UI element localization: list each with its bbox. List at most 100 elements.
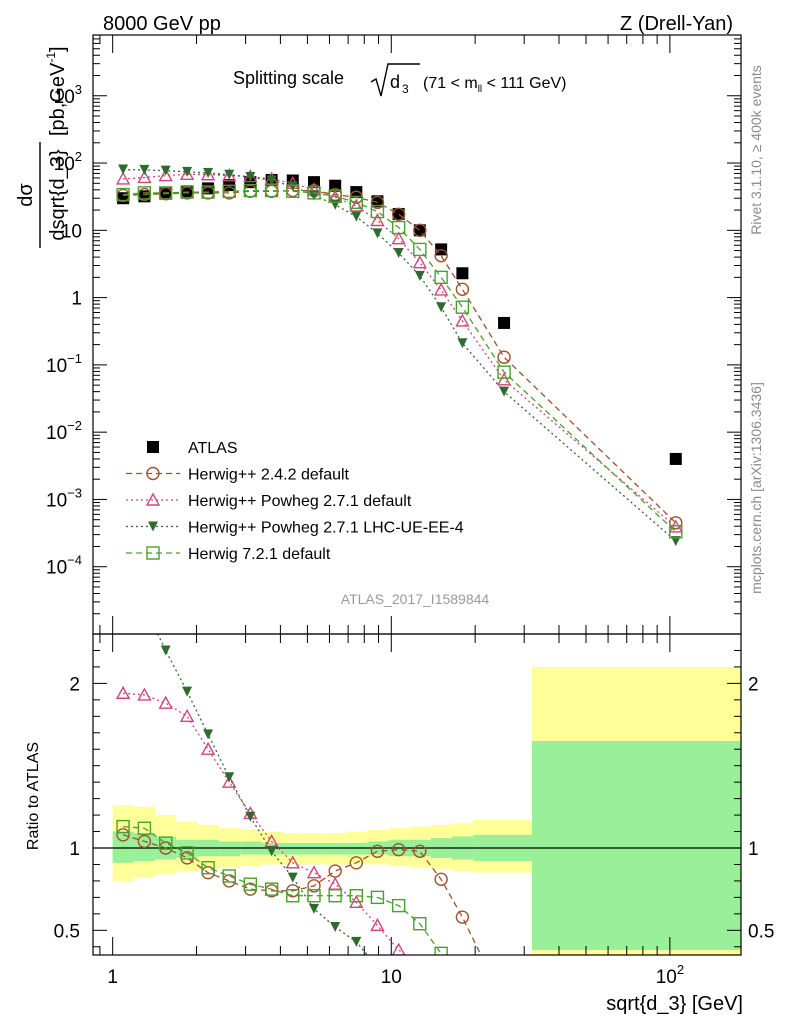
series-herwig-powheg-2-7-1-lhc-ue-ee-4-point — [287, 181, 298, 192]
series-herwig-7-2-1-default-point — [222, 184, 236, 199]
series-herwig-powheg-2-7-1-default-point — [370, 213, 385, 227]
ratio-herwig-7-2-1-default-point — [307, 889, 321, 903]
series-herwig-7-2-1-default-point — [286, 184, 300, 199]
series-herwig-powheg-2-7-1-default-point — [222, 168, 237, 182]
series-herwig-powheg-2-7-1-default-point — [412, 255, 427, 269]
ratio-herwig-powheg-2-7-1-default-point — [158, 695, 173, 709]
ratio-herwig-7-2-1-default-point — [349, 889, 364, 903]
main-ylabel: dσ dsqrt{d_3} [pb,GeV-1] — [15, 46, 69, 248]
stat-uncertainty-band — [324, 843, 347, 855]
ratio-herwig-powheg-2-7-1-lhc-ue-ee-4-point — [266, 846, 277, 857]
ratio-y-tick-label-right: 1 — [748, 839, 759, 860]
ratio-herwig-7-2-1-default-point — [180, 846, 194, 860]
ratio-data-layer — [93, 634, 741, 955]
ratio-herwig-7-2-1-default-point — [137, 821, 152, 835]
ratio-herwig-powheg-2-7-1-default-point — [327, 876, 343, 890]
stat-uncertainty-band — [282, 843, 304, 855]
ratio-herwig-7-2-1-default-point — [243, 877, 258, 891]
ratio-herwig-2-4-2-default-point — [370, 844, 385, 858]
series-herwig-powheg-2-7-1-lhc-ue-ee-4-point — [245, 172, 256, 183]
ratio-y-tick-label-left: 1 — [69, 839, 80, 860]
series-herwig-powheg-2-7-1-lhc-ue-ee-4-point — [372, 228, 383, 239]
ratio-herwig-powheg-2-7-1-default-point — [370, 917, 385, 932]
x-tick-label: 1 — [107, 967, 118, 988]
main-y-tick-label: 10−2 — [46, 418, 82, 444]
mcplots-label: mcplots.cern.ch [arXiv:1306.3436] — [748, 382, 764, 594]
x-tick-label: 10 — [381, 967, 402, 988]
ratio-herwig-7-2-1-default-point — [264, 882, 279, 896]
series-herwig-powheg-2-7-1-lhc-ue-ee-4-point — [224, 169, 235, 180]
header-left: 8000 GeV pp — [103, 13, 221, 35]
series-herwig-powheg-2-7-1-lhc-ue-ee-4-point — [203, 168, 214, 179]
watermark: ATLAS_2017_I1589844 — [341, 591, 490, 607]
tick-base: 10 — [46, 490, 67, 511]
stat-uncertainty-band — [532, 741, 741, 951]
legend-label: Herwig++ 2.4.2 default — [188, 467, 350, 484]
series-herwig-powheg-2-7-1-lhc-ue-ee-4-line — [123, 168, 677, 542]
tick-exponent: −1 — [67, 351, 82, 366]
legend: ATLAS Herwig++ 2.4.2 default Herwig++ Powh… — [126, 440, 464, 563]
series-herwig-7-2-1-default-point — [307, 186, 321, 200]
legend-entry-herwig-7-2-1-default: Herwig 7.2.1 default — [126, 546, 331, 563]
series-herwig-7-2-1-default-point — [349, 195, 364, 210]
legend-label: Herwig++ Powheg 2.7.1 default — [188, 493, 412, 510]
ylabel-units-sup: -1 — [44, 52, 58, 63]
ratio-herwig-powheg-2-7-1-lhc-ue-ee-4-point — [287, 872, 298, 883]
main-title: Splitting scale d 3 (71 < mll < 111 GeV) — [233, 63, 566, 97]
legend-label: Herwig 7.2.1 default — [188, 546, 331, 563]
main-y-tick-label: 10−4 — [46, 553, 82, 579]
legend-label: ATLAS — [188, 440, 238, 457]
series-herwig-7-2-1-default-point — [669, 525, 683, 539]
ratio-frame — [92, 633, 742, 956]
tick-base: 1 — [71, 289, 82, 310]
series-herwig-2-4-2-default-point — [455, 282, 470, 296]
ratio-herwig-7-2-1-default-point — [370, 890, 385, 905]
tick-base: 10 — [61, 221, 82, 242]
ratio-herwig-2-4-2-default-point — [434, 872, 448, 886]
range-sub: ll — [478, 84, 482, 95]
tick-exponent: −3 — [67, 485, 82, 500]
ratio-herwig-powheg-2-7-1-default-point — [137, 687, 152, 701]
ylabel-den: dsqrt{d_3} — [47, 149, 69, 241]
legend-entry-herwig-powheg-2-7-1-lhc-ue-ee-4: Herwig++ Powheg 2.7.1 LHC-UE-EE-4 — [126, 520, 464, 537]
ratio-herwig-2-4-2-default-point — [455, 910, 470, 924]
series-atlas-point — [350, 186, 363, 199]
tick-base: 1 — [107, 967, 118, 988]
series-herwig-powheg-2-7-1-lhc-ue-ee-4-point — [160, 165, 171, 176]
ratio-herwig-2-4-2-default-point — [391, 842, 406, 857]
ylabel-units-close: ] — [47, 46, 69, 52]
ylabel-num: dσ — [15, 183, 37, 207]
ratio-herwig-powheg-2-7-1-lhc-ue-ee-4-point — [330, 922, 341, 933]
tick-exponent: −2 — [67, 418, 82, 433]
main-data-layer — [115, 164, 683, 547]
series-atlas-point — [498, 316, 511, 329]
sqrt-symbol — [370, 63, 420, 97]
ratio-herwig-powheg-2-7-1-lhc-ue-ee-4-point — [308, 903, 319, 914]
ratio-herwig-7-2-1-default-point — [158, 836, 173, 850]
ratio-herwig-powheg-2-7-1-default-point — [179, 708, 195, 723]
series-herwig-7-2-1-default-point — [328, 189, 342, 204]
series-herwig-powheg-2-7-1-default-point — [496, 372, 512, 386]
series-atlas-point — [669, 452, 682, 465]
series-herwig-2-4-2-default-point — [497, 350, 511, 364]
series-herwig-2-4-2-default-point — [370, 195, 385, 210]
range-post: < 111 GeV) — [482, 75, 566, 92]
ratio-ylabel: Ratio to ATLAS — [25, 742, 42, 850]
ratio-herwig-powheg-2-7-1-default-point — [200, 741, 216, 755]
legend-entry-herwig-2-4-2-default: Herwig++ 2.4.2 default — [126, 467, 350, 484]
ratio-herwig-powheg-2-7-1-lhc-ue-ee-4-point — [203, 729, 214, 740]
series-herwig-powheg-2-7-1-lhc-ue-ee-4-point — [118, 164, 129, 175]
ratio-herwig-powheg-2-7-1-lhc-ue-ee-4-point — [245, 811, 256, 822]
series-herwig-powheg-2-7-1-lhc-ue-ee-4-point — [393, 248, 404, 259]
header-right: Z (Drell-Yan) — [620, 13, 733, 35]
ratio-herwig-7-2-1-default-point — [286, 889, 300, 903]
legend-marker — [146, 466, 160, 481]
ratio-herwig-powheg-2-7-1-lhc-ue-ee-4-point — [182, 686, 193, 697]
series-herwig-powheg-2-7-1-lhc-ue-ee-4-point — [414, 270, 425, 281]
series-herwig-powheg-2-7-1-default-point — [433, 282, 449, 296]
series-herwig-powheg-2-7-1-default-point — [391, 231, 406, 245]
main-frame — [92, 34, 742, 635]
series-herwig-powheg-2-7-1-default-point — [137, 170, 152, 184]
series-herwig-7-2-1-default-line — [123, 189, 677, 533]
